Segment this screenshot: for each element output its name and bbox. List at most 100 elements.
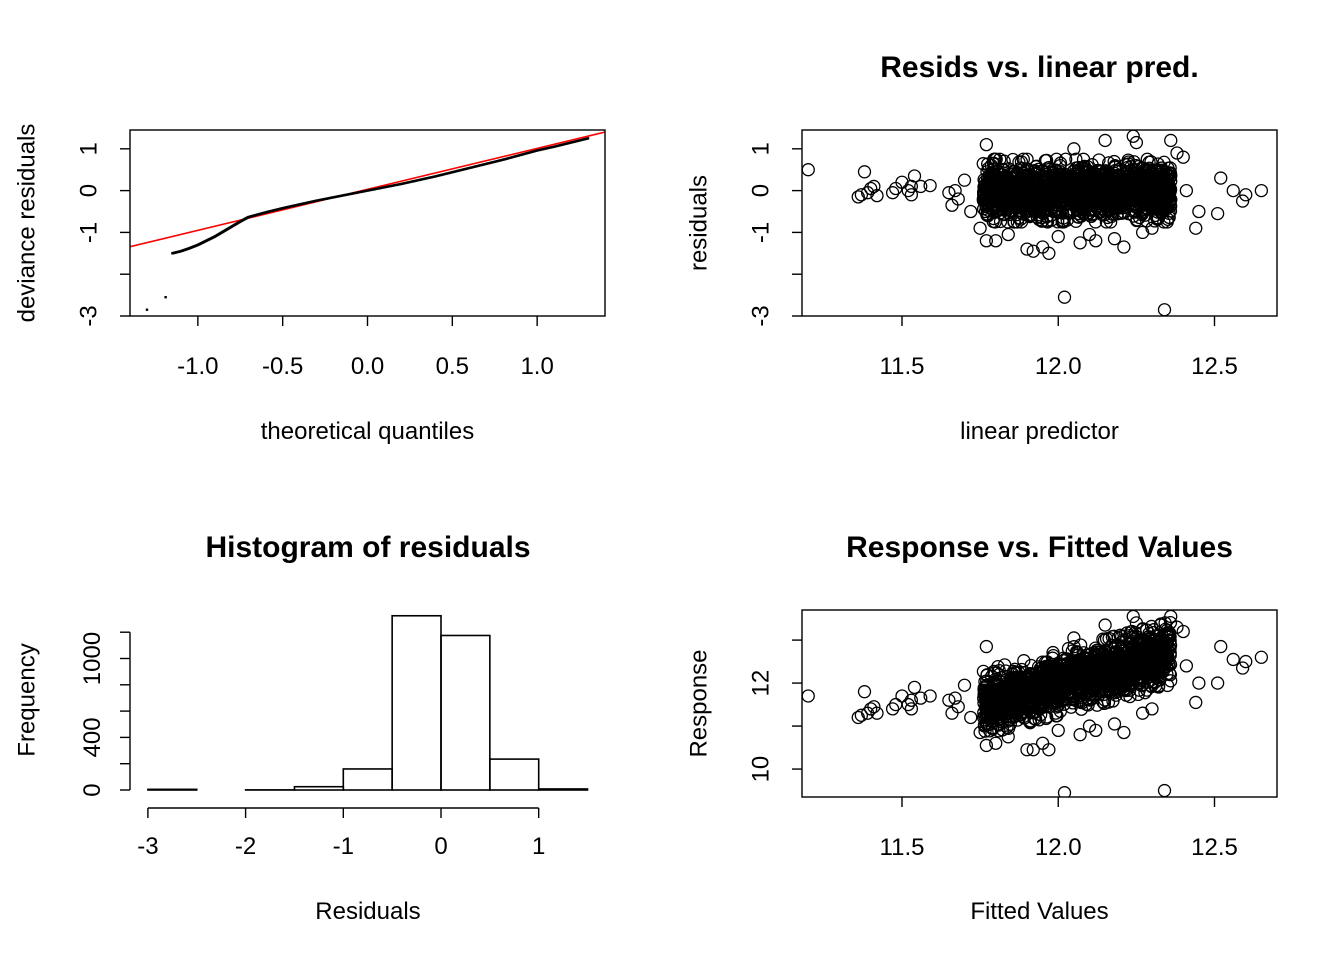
scatter-point — [1098, 618, 1112, 632]
qq-point — [585, 137, 589, 140]
y-tick-label: -1 — [75, 222, 102, 243]
qq-point — [572, 140, 575, 144]
scatter-point — [1098, 133, 1112, 148]
scatter-point — [983, 167, 997, 181]
qq-point — [472, 165, 476, 169]
scatter-point — [973, 221, 987, 235]
scatter-point — [994, 176, 1008, 190]
qq-point — [283, 206, 287, 209]
scatter-point — [1026, 743, 1040, 757]
qq-point — [299, 202, 303, 206]
qq-point — [407, 181, 410, 184]
scatter-point — [1135, 706, 1150, 720]
x-axis: 11.5 12.0 12.5 — [880, 797, 1238, 861]
scatter-point — [948, 691, 962, 705]
scatter-point — [993, 152, 1007, 166]
scatter-point — [951, 700, 965, 714]
scatter-point — [1073, 638, 1088, 652]
scatter-point — [857, 165, 872, 179]
scatter-point — [1072, 662, 1087, 676]
y-tick-label: -1 — [747, 222, 774, 243]
qq-point — [531, 150, 534, 153]
qq-point — [537, 149, 540, 152]
scatter-point — [1089, 234, 1103, 248]
scatter-point — [1057, 658, 1071, 672]
qq-point — [270, 209, 273, 213]
qq-point — [529, 150, 533, 154]
scatter-point — [1096, 185, 1110, 199]
qq-point — [551, 145, 555, 149]
scatter-point — [1048, 669, 1063, 683]
y-axis: 10 12 — [747, 639, 802, 782]
scatter-point — [1059, 196, 1074, 211]
qq-point — [452, 170, 455, 174]
scatter-point — [1135, 193, 1150, 207]
qq-point — [548, 146, 551, 149]
scatter-point — [1120, 667, 1134, 681]
scatter-point — [957, 678, 972, 692]
qq-point — [577, 139, 580, 142]
qq-point — [470, 166, 473, 169]
qq-point — [320, 198, 323, 201]
scatter-point — [1057, 290, 1072, 304]
scatter-point — [1157, 303, 1172, 316]
scatter-point — [914, 691, 928, 705]
qq-point — [535, 149, 539, 152]
scatter-point — [802, 163, 815, 177]
scatter-point — [1192, 676, 1206, 690]
scatter-point — [1020, 242, 1034, 256]
qq-point — [511, 155, 515, 159]
scatter-point — [1089, 723, 1103, 738]
scatter-point — [1132, 677, 1146, 691]
qq-point — [294, 204, 298, 207]
qq-point — [365, 189, 368, 193]
scatter-point — [1146, 647, 1161, 661]
plot-title: Resids vs. linear pred. — [880, 51, 1198, 84]
qq-point — [423, 177, 426, 181]
scatter-point — [1072, 673, 1086, 687]
scatter-point — [1189, 221, 1203, 235]
scatter-point — [1067, 631, 1081, 645]
qq-point — [292, 204, 295, 207]
x-axis-label: Fitted Values — [970, 898, 1108, 925]
scatter-point — [1107, 166, 1121, 180]
points — [802, 130, 1269, 316]
scatter-point — [1042, 743, 1056, 757]
qq-point — [276, 208, 280, 211]
scatter-point — [1091, 674, 1105, 688]
qq-point — [282, 206, 286, 210]
y-axis-label: Frequency — [13, 643, 40, 756]
qq-point — [256, 213, 259, 216]
qq-point — [562, 143, 566, 146]
qq-point — [447, 171, 450, 175]
scatter-point — [1140, 658, 1154, 672]
qq-point — [401, 182, 404, 185]
scatter-point — [957, 173, 972, 187]
qq-point — [263, 211, 266, 214]
histogram-bar — [489, 758, 540, 791]
qq-point — [371, 188, 374, 191]
x-tick-label: 12.0 — [1035, 834, 1082, 861]
x-tick-label: -0.5 — [262, 353, 303, 380]
scatter-point — [978, 724, 992, 738]
scatter-point — [923, 689, 937, 703]
scatter-point — [1052, 188, 1066, 202]
scatter-point — [1099, 666, 1114, 680]
scatter-point — [1060, 179, 1074, 194]
qq-point — [331, 196, 334, 199]
scatter-point — [1086, 655, 1100, 669]
scatter-point — [1129, 135, 1144, 150]
scatter-point — [1002, 195, 1017, 209]
qq-point — [339, 194, 343, 198]
y-tick-label: 0 — [747, 184, 774, 197]
scatter-point — [1123, 648, 1137, 663]
qq-point — [342, 194, 345, 197]
scatter-point — [1067, 142, 1081, 156]
qq-point — [428, 176, 431, 179]
scatter-point — [1100, 210, 1115, 225]
qq-point — [377, 187, 380, 190]
qq-point — [574, 140, 578, 143]
scatter-point — [907, 680, 922, 695]
qq-point — [504, 157, 507, 161]
